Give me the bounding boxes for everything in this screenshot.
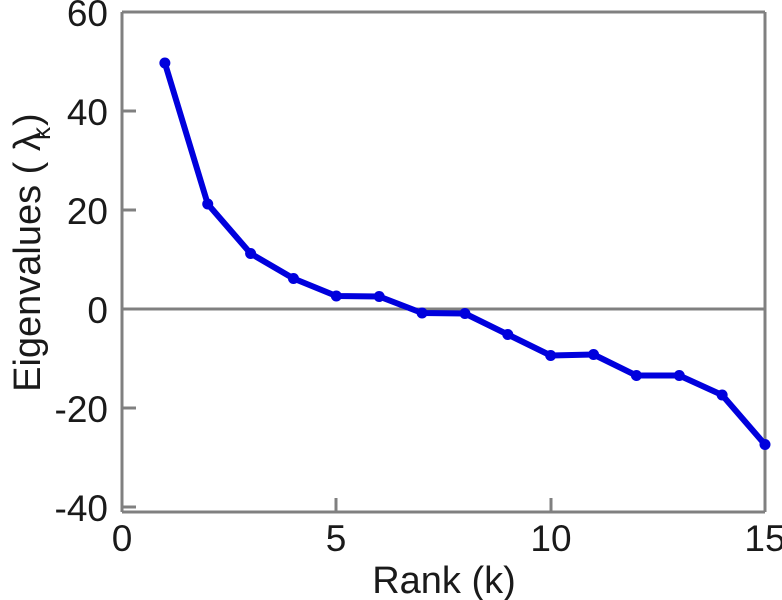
x-tick-label-0: 0 (112, 518, 133, 559)
data-point (759, 439, 771, 450)
eigenvalue-markers (159, 57, 771, 450)
y-axis-title-main: Eigenvalues ( λ (7, 132, 49, 392)
y-tick-label-60: 60 (67, 0, 108, 34)
y-axis-title: Eigenvalues ( λ k ) (7, 113, 56, 392)
plot-background (122, 12, 765, 512)
y-tick-label-minus40: -40 (55, 488, 108, 529)
y-tick-marks (122, 10, 136, 509)
data-point (716, 389, 728, 401)
data-point (373, 291, 385, 302)
data-point (673, 370, 685, 381)
x-axis-title: Rank (k) (372, 560, 516, 600)
data-point (416, 307, 428, 319)
data-point (459, 308, 471, 319)
y-axis-title-subscript: k (26, 126, 56, 140)
y-tick-label-0: 0 (87, 290, 108, 331)
data-point (545, 350, 557, 361)
y-tick-label-40: 40 (67, 92, 108, 133)
data-point (630, 370, 642, 381)
data-point (245, 248, 257, 259)
data-point (330, 290, 342, 302)
data-point (202, 198, 214, 210)
y-tick-label-20: 20 (67, 191, 108, 232)
x-tick-label-15: 15 (744, 518, 782, 559)
x-tick-label-5: 5 (326, 518, 347, 559)
axes-frame (120, 10, 767, 514)
data-point (588, 349, 600, 360)
data-point (287, 273, 299, 284)
y-axis-title-close: ) (7, 113, 49, 126)
x-tick-label-10: 10 (530, 518, 571, 559)
x-tick-marks (120, 498, 767, 512)
data-point (159, 57, 171, 69)
y-tick-label-minus20: -20 (55, 389, 108, 430)
data-point (502, 329, 514, 340)
